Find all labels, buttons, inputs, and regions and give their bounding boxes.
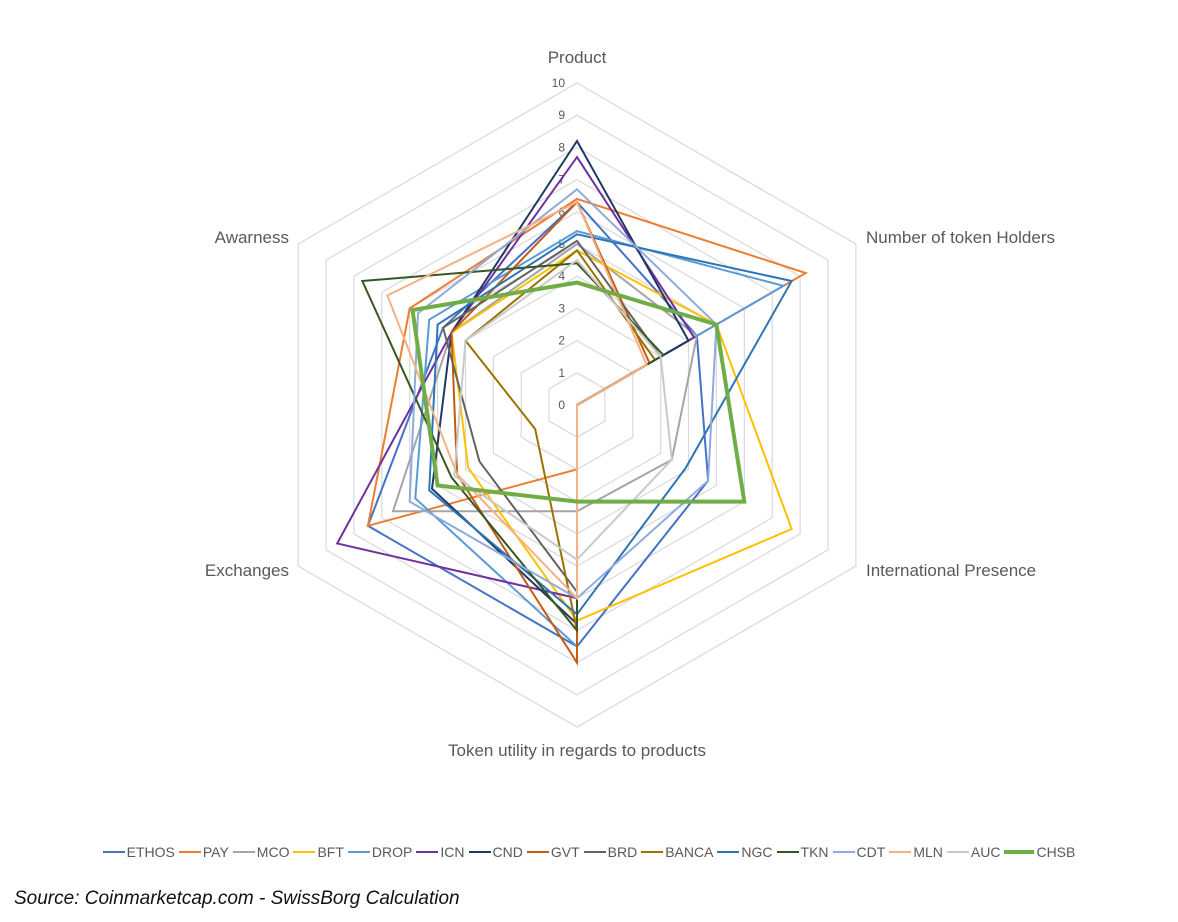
- legend-label: CDT: [856, 844, 886, 860]
- tick-label: 6: [558, 205, 565, 219]
- grid-ring-9: [325, 114, 829, 696]
- legend-swatch: [293, 851, 316, 853]
- source-caption: Source: Coinmarketcap.com - SwissBorg Ca…: [14, 888, 460, 909]
- legend-swatch: [832, 851, 855, 853]
- legend-label: DROP: [371, 844, 413, 860]
- legend-label: BFT: [317, 844, 344, 860]
- axis-label: Product: [548, 48, 607, 67]
- legend-label: CHSB: [1036, 844, 1076, 860]
- legend-swatch: [583, 851, 606, 853]
- series-mln: [386, 200, 648, 601]
- series-chsb: [410, 280, 747, 504]
- legend-item-icn: ICN: [416, 844, 465, 860]
- legend-label: ICN: [440, 844, 465, 860]
- legend-swatch: [946, 851, 969, 853]
- tick-label: 2: [558, 334, 565, 348]
- legend-item-bft: BFT: [293, 844, 344, 860]
- tick-label: 4: [558, 269, 565, 283]
- legend-swatch: [776, 851, 799, 853]
- legend-swatch: [468, 851, 491, 853]
- tick-label: 3: [558, 301, 565, 315]
- legend-item-mln: MLN: [889, 844, 943, 860]
- legend-swatch: [416, 851, 439, 853]
- legend-label: PAY: [202, 844, 229, 860]
- tick-label: 10: [552, 76, 566, 90]
- series-auc: [453, 258, 673, 561]
- legend-swatch: [102, 851, 125, 853]
- legend-item-banca: BANCA: [641, 844, 713, 860]
- legend-label: GVT: [550, 844, 580, 860]
- legend-item-auc: AUC: [946, 844, 1001, 860]
- tick-label: 8: [558, 140, 565, 154]
- legend-label: ETHOS: [126, 844, 175, 860]
- legend-label: BANCA: [665, 844, 714, 860]
- axis-label: Awarness: [215, 228, 289, 247]
- legend-label: MCO: [256, 844, 290, 860]
- legend-swatch: [178, 851, 201, 853]
- tick-label: 1: [558, 366, 565, 380]
- legend-label: BRD: [607, 844, 638, 860]
- axis-label: Number of token Holders: [866, 228, 1055, 247]
- legend-item-drop: DROP: [347, 844, 413, 860]
- legend-swatch: [232, 851, 255, 853]
- legend-swatch: [1004, 850, 1035, 854]
- legend-item-pay: PAY: [178, 844, 229, 860]
- tick-label: 9: [558, 108, 565, 122]
- legend-item-mco: MCO: [232, 844, 290, 860]
- series-ethos: [366, 200, 710, 648]
- legend-item-cnd: CND: [468, 844, 523, 860]
- grid-ring-10: [297, 82, 857, 728]
- legend-label: CND: [492, 844, 523, 860]
- axis-label: Exchanges: [205, 561, 289, 580]
- legend-label: NGC: [741, 844, 773, 860]
- legend-label: MLN: [913, 844, 943, 860]
- legend-item-tkn: TKN: [776, 844, 829, 860]
- legend-item-cdt: CDT: [832, 844, 886, 860]
- axis-label: Token utility in regards to products: [448, 741, 706, 760]
- legend-swatch: [347, 851, 370, 853]
- legend-swatch: [526, 851, 549, 853]
- chart-legend: ETHOS PAY MCO BFT DROP ICN CND GVT BRD BANCA NGC TK…: [0, 840, 1178, 864]
- legend-label: AUC: [970, 844, 1001, 860]
- legend-swatch: [641, 851, 664, 853]
- radar-series: [335, 139, 809, 667]
- tick-label: 0: [558, 398, 565, 412]
- legend-label: TKN: [800, 844, 829, 860]
- legend-item-chsb: CHSB: [1004, 844, 1075, 860]
- legend-swatch: [889, 851, 912, 853]
- legend-item-ngc: NGC: [717, 844, 773, 860]
- radar-axis-labels: Product Number of token Holders Internatio…: [205, 48, 1055, 760]
- legend-item-gvt: GVT: [526, 844, 580, 860]
- legend-item-ethos: ETHOS: [102, 844, 175, 860]
- legend-item-brd: BRD: [583, 844, 638, 860]
- legend-swatch: [717, 851, 740, 853]
- axis-label: International Presence: [866, 561, 1036, 580]
- series-tkn: [360, 262, 665, 634]
